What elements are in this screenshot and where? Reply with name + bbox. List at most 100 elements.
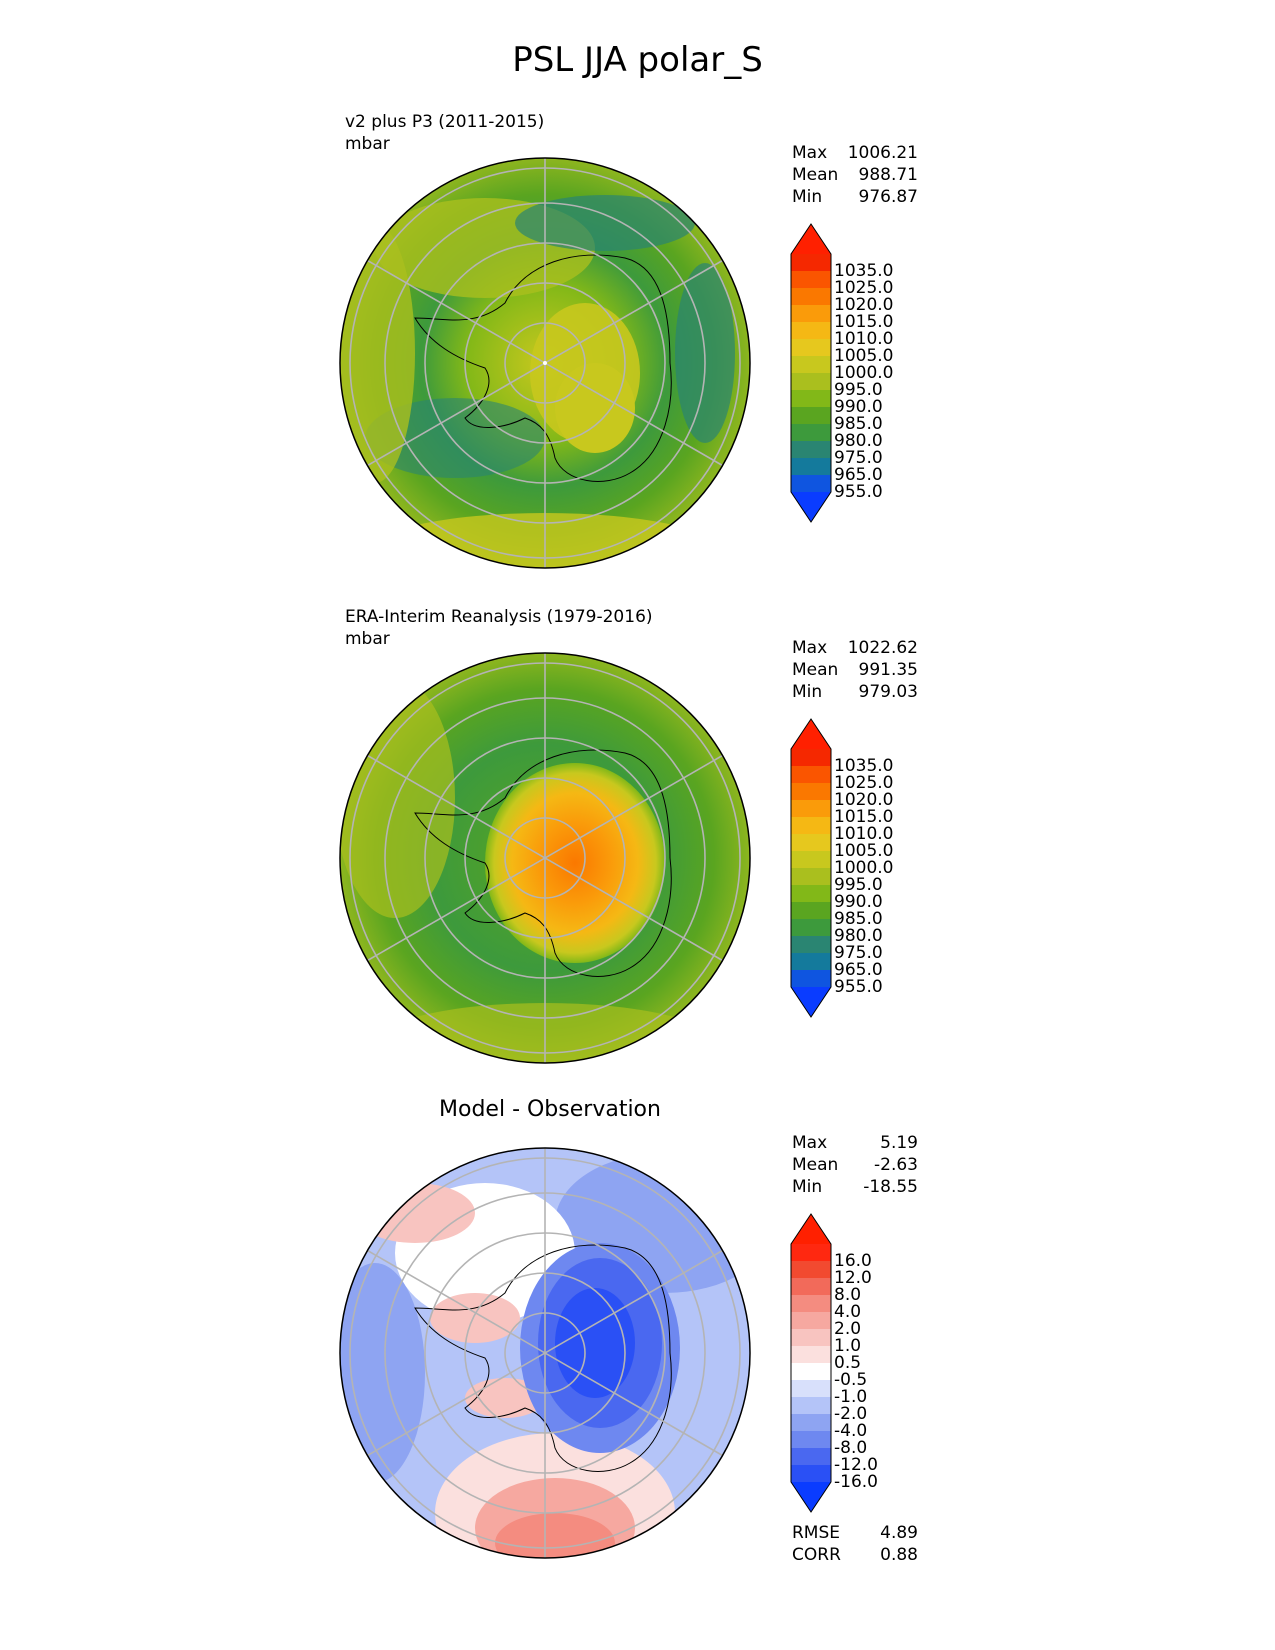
colorbar-tick-label: -16.0 [834, 1472, 878, 1492]
colorbar-tick-label: 995.0 [834, 875, 883, 895]
colorbar-extend-max [791, 719, 831, 749]
panel-title: ERA-Interim Reanalysis (1979-2016) mbar [345, 606, 653, 650]
colorbar-tick-label: 1005.0 [834, 841, 894, 861]
panel-title: v2 plus P3 (2011-2015) mbar [345, 111, 544, 155]
colorbar-tick-label: 965.0 [834, 960, 883, 980]
colorbar-segment [791, 288, 831, 306]
colorbar-segment [791, 1295, 831, 1313]
colorbar: 16.0 12.0 8.0 4.0 2.0 1.0 0.5 -0.5 -1.0 -2.0 -4.0-… [790, 1213, 878, 1517]
colorbar-segment [791, 1380, 831, 1398]
panel-units: mbar [345, 629, 390, 649]
colorbar-tick-label: 1.0 [834, 1336, 862, 1356]
colorbar-segment [791, 1431, 831, 1449]
colorbar-tick-label: 4.0 [834, 1302, 862, 1322]
stat-mean: Mean 988.71 [792, 165, 918, 185]
colorbar-segment [791, 970, 831, 988]
colorbar-segment [791, 1329, 831, 1347]
colorbar-tick-label: 1015.0 [834, 312, 894, 332]
colorbar-tick-label: 8.0 [834, 1285, 862, 1305]
colorbar-segment [791, 271, 831, 289]
colorbar-segment [791, 424, 831, 442]
stats-box: Max 5.19 Mean -2.63 Min -18.55 [792, 1132, 918, 1198]
colorbar-tick-label: 1005.0 [834, 346, 894, 366]
colorbar-segment [791, 953, 831, 971]
stats-box: Max 1006.21 Mean 988.71 Min 976.87 [792, 142, 918, 208]
colorbar-tick-label: 990.0 [834, 397, 883, 417]
colorbar-segment [791, 783, 831, 801]
colorbar-segment [791, 373, 831, 391]
colorbar-segment [791, 885, 831, 903]
colorbar-tick-label: -4.0 [834, 1421, 868, 1441]
colorbar-segment [791, 305, 831, 323]
panel-title-line: ERA-Interim Reanalysis (1979-2016) [345, 607, 653, 627]
colorbar-segment [791, 1261, 831, 1279]
colorbar-segment [791, 1278, 831, 1296]
colorbar-segment [791, 1414, 831, 1432]
metric-corr: CORR 0.88 [792, 1545, 918, 1565]
colorbar-tick-label: 1035.0 [834, 261, 894, 281]
colorbar-tick-label: 1025.0 [834, 773, 894, 793]
colorbar-extend-max [791, 1214, 831, 1244]
colorbar-segment [791, 1244, 831, 1262]
colorbar-segment [791, 1397, 831, 1415]
colorbar-segment [791, 1465, 831, 1483]
stat-mean: Mean 991.35 [792, 660, 918, 680]
colorbar-tick-label: -12.0 [834, 1455, 878, 1475]
colorbar-segment [791, 475, 831, 493]
colorbar-segment [791, 407, 831, 425]
stat-mean: Mean -2.63 [792, 1155, 918, 1175]
colorbar-segment [791, 1312, 831, 1330]
colorbar-tick-label: -0.5 [834, 1370, 868, 1390]
colorbar-graphic [790, 718, 832, 1018]
stat-min: Min -18.55 [792, 1177, 918, 1197]
colorbar-tick-label: 1020.0 [834, 295, 894, 315]
panel-title-line: v2 plus P3 (2011-2015) [345, 112, 545, 132]
colorbar-tick-label: 1020.0 [834, 790, 894, 810]
colorbar-tick-label: 980.0 [834, 926, 883, 946]
colorbar-tick-label: 985.0 [834, 909, 883, 929]
stats-box: Max 1022.62 Mean 991.35 Min 979.03 [792, 637, 918, 703]
colorbar-tick-label: 0.5 [834, 1353, 862, 1373]
colorbar-tick-label: 975.0 [834, 448, 883, 468]
colorbar-segment [791, 749, 831, 767]
colorbar-segment [791, 817, 831, 835]
colorbar-tick-label: 1015.0 [834, 807, 894, 827]
polar-map [339, 652, 751, 1064]
colorbar-tick-label: 990.0 [834, 892, 883, 912]
colorbar-segment [791, 1346, 831, 1364]
colorbar-tick-label: 995.0 [834, 380, 883, 400]
colorbar: 1035.0 1025.0 1020.0 1015.0 1010.0 1005.0 1000… [790, 718, 893, 1022]
metric-rmse: RMSE 4.89 [792, 1523, 918, 1543]
polar-map [339, 157, 751, 569]
colorbar-segment [791, 851, 831, 869]
stat-min: Min 976.87 [792, 187, 918, 207]
colorbar-segment [791, 834, 831, 852]
stat-max: Max 5.19 [792, 1133, 918, 1153]
colorbar-tick-label: 2.0 [834, 1319, 862, 1339]
colorbar-tick-label: 1035.0 [834, 756, 894, 776]
colorbar-tick-label: 1010.0 [834, 824, 894, 844]
colorbar-segment [791, 800, 831, 818]
colorbar-tick-label: 965.0 [834, 465, 883, 485]
stat-max: Max 1006.21 [792, 143, 918, 163]
colorbar-tick-label: 16.0 [834, 1251, 872, 1271]
colorbar-segment [791, 339, 831, 357]
colorbar: 1035.0 1025.0 1020.0 1015.0 1010.0 1005.0 1000… [790, 223, 893, 527]
colorbar-extend-min [791, 1482, 831, 1512]
colorbar-segment [791, 441, 831, 459]
colorbar-outline [790, 223, 832, 523]
colorbar-extend-min [791, 492, 831, 522]
colorbar-tick-label: 12.0 [834, 1268, 872, 1288]
colorbar-tick-label: -8.0 [834, 1438, 868, 1458]
colorbar-tick-label: 1025.0 [834, 278, 894, 298]
colorbar-segment [791, 356, 831, 374]
colorbar-segment [791, 322, 831, 340]
colorbar-tick-label: 955.0 [834, 482, 883, 502]
colorbar-tick-label: 955.0 [834, 977, 883, 997]
colorbar-tick-label: -2.0 [834, 1404, 868, 1424]
colorbar-outline [790, 1213, 832, 1513]
colorbar-outline [790, 718, 832, 1018]
colorbar-segment [791, 254, 831, 272]
colorbar-segment [791, 1448, 831, 1466]
panel-observation: ERA-Interim Reanalysis (1979-2016) mbar [0, 600, 1275, 1095]
